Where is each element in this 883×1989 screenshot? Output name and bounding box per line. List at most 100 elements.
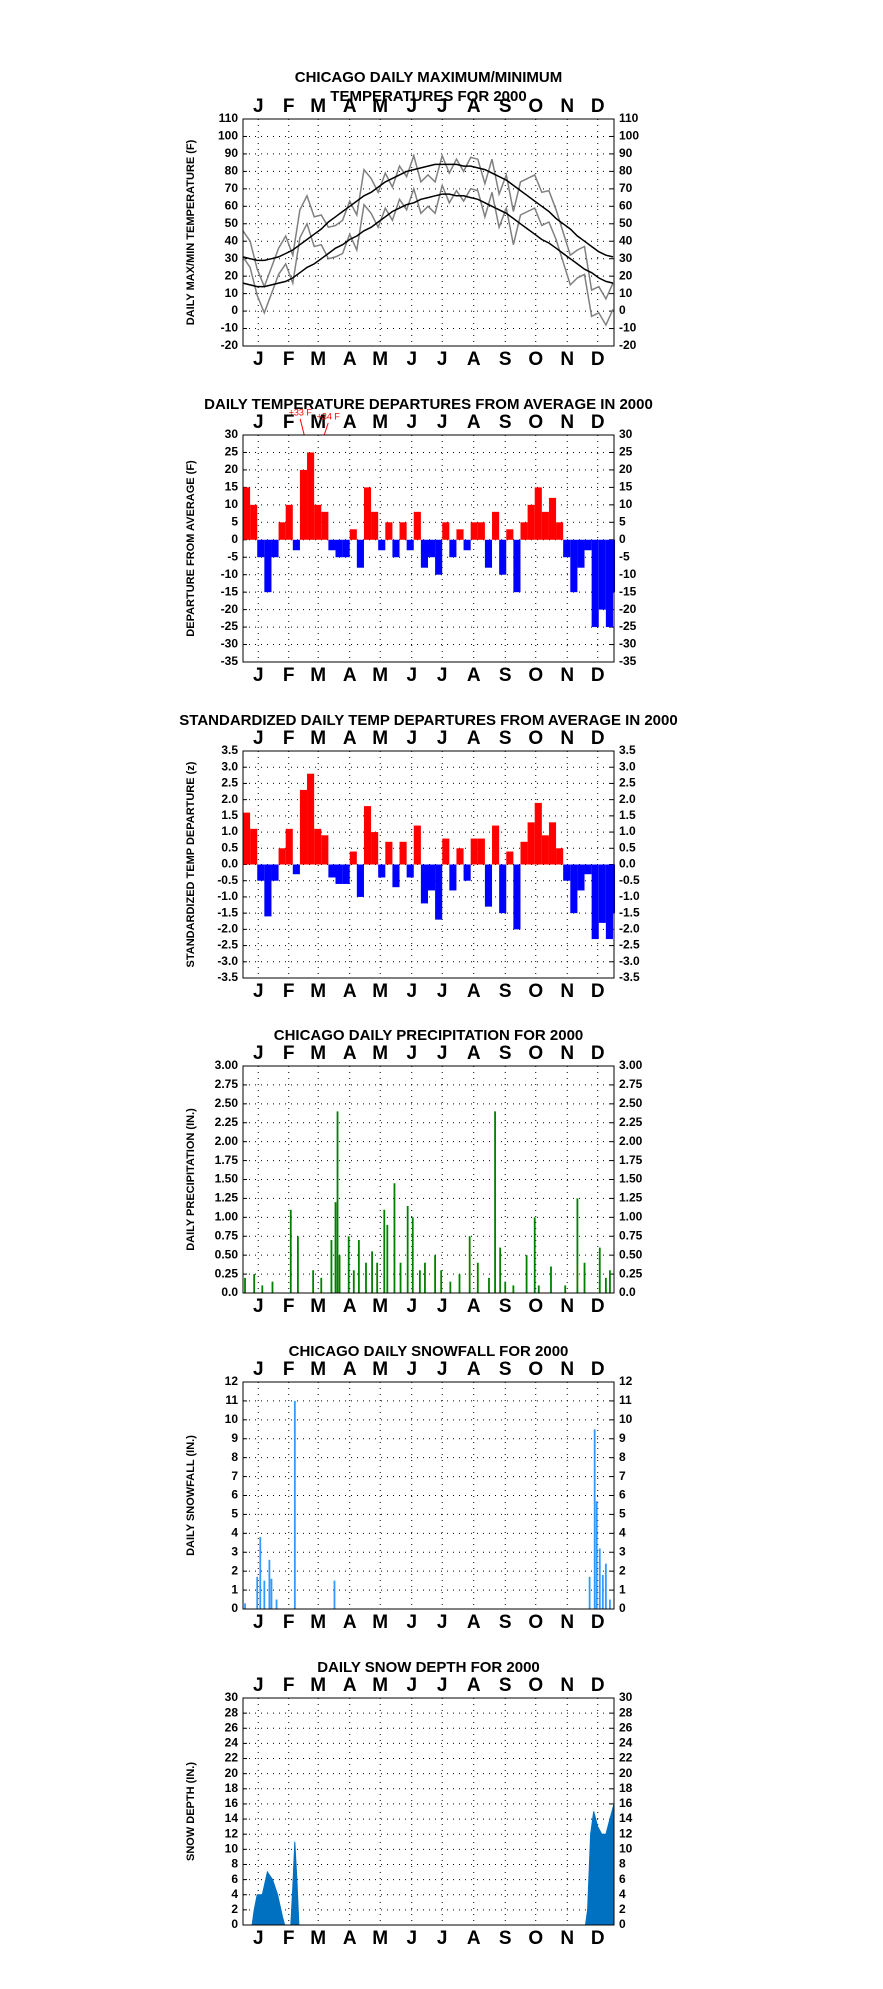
y-tick-label-right: 24 — [619, 1736, 633, 1750]
bar — [338, 1255, 341, 1293]
y-tick-label-right: 1.50 — [619, 1172, 643, 1186]
bar — [314, 828, 322, 865]
bar — [352, 1270, 355, 1293]
y-tick-label-right: 10 — [619, 286, 633, 300]
y-tick-label: 1.25 — [215, 1191, 239, 1205]
month-label-top: M — [310, 1043, 326, 1064]
bar — [406, 864, 414, 878]
y-tick-label-right: 26 — [619, 1720, 633, 1734]
y-tick-label-right: -15 — [619, 584, 637, 598]
y-tick-label-right: -2.5 — [619, 938, 640, 952]
month-label-top: N — [560, 1043, 574, 1064]
bar — [541, 835, 549, 865]
bar — [256, 1576, 259, 1609]
bar — [392, 864, 400, 888]
bar — [427, 539, 436, 558]
y-axis-label: DAILY PRECIPITATION (IN.) — [185, 1108, 197, 1251]
month-label-bottom: J — [406, 981, 417, 1002]
y-tick-label: 2.75 — [215, 1077, 239, 1091]
month-label-bottom: S — [499, 1928, 512, 1949]
bar — [488, 1277, 490, 1293]
y-tick-label-right: 30 — [619, 427, 633, 441]
bar — [271, 1281, 274, 1293]
bar — [513, 539, 521, 593]
bar — [356, 864, 364, 897]
snow-depth-area — [251, 1803, 615, 1926]
month-label-bottom: J — [253, 1612, 264, 1633]
month-label-top: M — [372, 412, 388, 433]
bar — [499, 1247, 502, 1293]
y-tick-label: 3.00 — [215, 1058, 239, 1072]
y-tick-label: 5 — [231, 514, 238, 528]
y-tick-label: -20 — [221, 338, 239, 352]
bar — [458, 1274, 461, 1293]
y-tick-label: -0.5 — [217, 873, 238, 887]
y-tick-label-right: 4 — [619, 1887, 626, 1901]
bar — [548, 497, 557, 540]
bar — [525, 1255, 528, 1293]
month-label-top: D — [591, 728, 605, 749]
month-label-top: F — [283, 1043, 295, 1064]
y-tick-label-right: 2.50 — [619, 1096, 643, 1110]
bar — [591, 539, 599, 628]
y-tick-label: -3.0 — [217, 954, 238, 968]
bar — [598, 1247, 601, 1293]
month-label-top: S — [499, 412, 512, 433]
y-tick-label: 30 — [225, 1690, 239, 1704]
y-tick-label-right: 0 — [619, 1917, 626, 1931]
y-tick-label-right: 0.25 — [619, 1266, 643, 1280]
bar — [264, 539, 272, 593]
month-label-top: J — [253, 1359, 264, 1380]
y-tick-label: 10 — [225, 497, 239, 511]
y-axis-label: DAILY SNOWFALL (IN.) — [185, 1435, 197, 1556]
y-tick-label: 3 — [231, 1544, 238, 1558]
y-axis-label: DAILY MAX/MIN TEMPERATURE (F) — [185, 139, 197, 325]
y-tick-label: -20 — [221, 602, 239, 616]
y-tick-label-right: 8 — [619, 1450, 626, 1464]
month-label-top: J — [406, 728, 417, 749]
chart-panel: CHICAGO DAILY PRECIPITATION FOR 2000 DAIL… — [185, 1027, 643, 1317]
y-tick-label: -2.5 — [217, 938, 238, 952]
y-tick-label-right: 3.5 — [619, 743, 636, 757]
bar — [442, 522, 450, 540]
bar — [533, 1217, 536, 1293]
month-label-bottom: A — [467, 1296, 481, 1317]
bar — [250, 828, 258, 865]
bar — [335, 539, 343, 558]
bar — [293, 1400, 296, 1609]
y-tick-label-right: 2.75 — [619, 1077, 643, 1091]
bar — [477, 838, 485, 865]
bar — [435, 539, 443, 575]
y-tick-label-right: 2.00 — [619, 1134, 643, 1148]
y-tick-label-right: 0.50 — [619, 1247, 643, 1261]
y-tick-label-right: -1.0 — [619, 889, 640, 903]
bar — [520, 522, 528, 540]
bar — [604, 1563, 607, 1609]
y-tick-label-right: 25 — [619, 445, 633, 459]
month-label-bottom: O — [528, 665, 543, 686]
y-tick-label-right: 3.0 — [619, 759, 636, 773]
y-tick-label: -2.0 — [217, 922, 238, 936]
bar — [406, 539, 414, 551]
bar — [385, 841, 393, 865]
y-tick-label: 6 — [231, 1872, 238, 1886]
bar — [484, 539, 493, 568]
y-tick-label-right: 60 — [619, 198, 633, 212]
y-tick-label-right: -10 — [619, 321, 637, 335]
month-label-top: N — [560, 412, 574, 433]
y-tick-label-right: 80 — [619, 164, 633, 178]
chart-title: CHICAGO DAILY SNOWFALL FOR 2000 — [289, 1343, 569, 1360]
y-tick-label-right: 30 — [619, 1690, 633, 1704]
y-tick-label-right: 10 — [619, 497, 633, 511]
y-tick-label: 2.25 — [215, 1115, 239, 1129]
month-label-top: M — [310, 1675, 326, 1696]
bar — [285, 504, 293, 540]
y-tick-label-right: 28 — [619, 1705, 633, 1719]
y-tick-label: 26 — [225, 1720, 239, 1734]
y-tick-label: 0.75 — [215, 1228, 239, 1242]
y-tick-label-right: 100 — [619, 129, 639, 143]
y-tick-label-right: 20 — [619, 1766, 633, 1780]
y-tick-label-right: 10 — [619, 1412, 633, 1426]
y-tick-label-right: 90 — [619, 146, 633, 160]
